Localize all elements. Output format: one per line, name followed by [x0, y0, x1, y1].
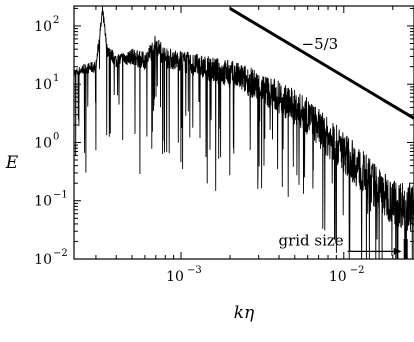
grid-size-label: grid size	[278, 231, 343, 249]
x-axis-label: kη	[234, 303, 255, 323]
x-tick-label-exponent: −2	[350, 265, 365, 276]
y-tick-label-exponent: −1	[53, 190, 68, 201]
y-tick-label-exponent: 1	[53, 73, 59, 84]
y-tick-label: 10	[34, 19, 52, 35]
series-line-0	[74, 6, 414, 259]
y-axis-label: E	[5, 153, 19, 173]
plot-frame	[73, 5, 414, 260]
y-tick-label: 10	[34, 136, 52, 152]
y-tick-label-exponent: 2	[53, 15, 59, 26]
plot-layer	[74, 6, 414, 259]
y-tick-label: 10	[34, 252, 52, 268]
slope-label: −5/3	[302, 35, 339, 53]
y-tick-label: 10	[34, 194, 52, 210]
ticks-layer	[74, 6, 414, 260]
x-tick-label: 10	[166, 269, 184, 285]
x-tick-label-exponent: −3	[187, 265, 202, 276]
clipped-group	[74, 6, 414, 259]
grid-size-arrow-head	[393, 247, 402, 255]
slope-reference-line	[229, 7, 414, 120]
x-tick-label: 10	[329, 269, 347, 285]
y-tick-label: 10	[34, 77, 52, 93]
y-tick-label-exponent: −2	[53, 248, 68, 259]
y-tick-label-exponent: 0	[53, 132, 59, 143]
